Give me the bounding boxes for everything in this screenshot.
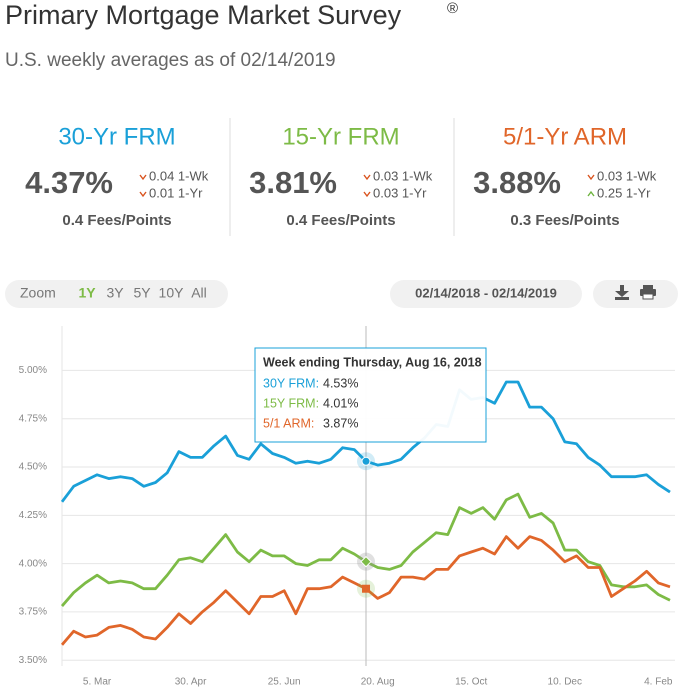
print-icon[interactable] <box>640 285 656 300</box>
page-title: Primary Mortgage Market Survey <box>5 0 402 30</box>
card-rate: 4.37% <box>25 165 113 200</box>
change-arrow <box>587 190 595 197</box>
zoom-option[interactable]: All <box>191 285 207 301</box>
change-arrow <box>587 174 595 181</box>
tooltip-value: 4.53% <box>323 376 358 390</box>
zoom-option[interactable]: 5Y <box>133 285 151 301</box>
date-range[interactable]: 02/14/2018 - 02/14/2019 <box>415 285 557 300</box>
zoom-option[interactable]: 10Y <box>159 285 185 301</box>
date-range-box[interactable] <box>390 280 582 308</box>
tooltip-title: Week ending Thursday, Aug 16, 2018 <box>263 355 482 369</box>
y-tick-label: 4.75% <box>19 413 47 424</box>
card-label: 5/1-Yr ARM <box>503 123 627 150</box>
change-text: 0.03 1-Wk <box>597 168 657 183</box>
x-tick-label: 30. Apr <box>175 677 207 688</box>
card-fees: 0.4 Fees/Points <box>62 212 171 229</box>
hover-point <box>361 456 371 466</box>
tooltip-label: 5/1 ARM: <box>263 416 314 430</box>
change-arrow <box>363 174 371 181</box>
change-arrow <box>139 191 147 198</box>
card-fees: 0.3 Fees/Points <box>510 212 619 229</box>
change-text: 0.03 1-Wk <box>373 168 433 183</box>
change-text: 0.04 1-Wk <box>149 168 209 183</box>
change-text: 0.01 1-Yr <box>149 185 203 200</box>
hover-point <box>360 555 372 568</box>
x-tick-label: 10. Dec <box>548 677 582 688</box>
card-fees: 0.4 Fees/Points <box>286 212 395 229</box>
x-tick-label: 20. Aug <box>361 677 395 688</box>
card-rate: 3.88% <box>473 165 561 200</box>
change-text: 0.25 1-Yr <box>597 185 651 200</box>
y-tick-label: 4.00% <box>19 558 47 569</box>
download-icon[interactable] <box>615 285 629 300</box>
change-arrow <box>139 174 147 181</box>
tooltip-box <box>254 347 487 443</box>
zoom-label: Zoom <box>20 285 56 301</box>
x-tick-label: 5. Mar <box>83 677 112 688</box>
registered-mark: ® <box>447 0 458 17</box>
tooltip-value: 3.87% <box>323 416 358 430</box>
chart: 3.50% 3.75% 4.00% 4.25% 4.50% 4.75% 5.00% 5. Ma… <box>19 326 675 688</box>
card-label: 30-Yr FRM <box>58 123 175 150</box>
x-tick-label: 4. Feb <box>644 677 673 688</box>
card-rate: 3.81% <box>249 165 337 200</box>
x-tick-label: 25. Jun <box>268 677 301 688</box>
tooltip-label: 15Y FRM: <box>263 396 319 410</box>
y-tick-label: 5.00% <box>19 365 47 376</box>
y-tick-label: 4.25% <box>19 510 47 521</box>
zoom-bar <box>5 280 228 308</box>
change-arrow <box>363 191 371 198</box>
zoom-option[interactable]: 3Y <box>106 285 124 301</box>
tooltip-value: 4.01% <box>323 396 358 410</box>
card-label: 15-Yr FRM <box>282 123 399 150</box>
export-bar <box>593 280 678 308</box>
x-tick-label: 15. Oct <box>455 677 487 688</box>
change-text: 0.03 1-Yr <box>373 185 427 200</box>
y-tick-label: 4.50% <box>19 462 47 473</box>
y-tick-label: 3.75% <box>19 607 47 618</box>
tooltip-label: 30Y FRM: <box>263 376 319 390</box>
hover-point <box>362 584 370 593</box>
subtitle: U.S. weekly averages as of 02/14/2019 <box>5 50 336 71</box>
y-tick-label: 3.50% <box>19 655 47 666</box>
zoom-option[interactable]: 1Y <box>78 285 96 301</box>
